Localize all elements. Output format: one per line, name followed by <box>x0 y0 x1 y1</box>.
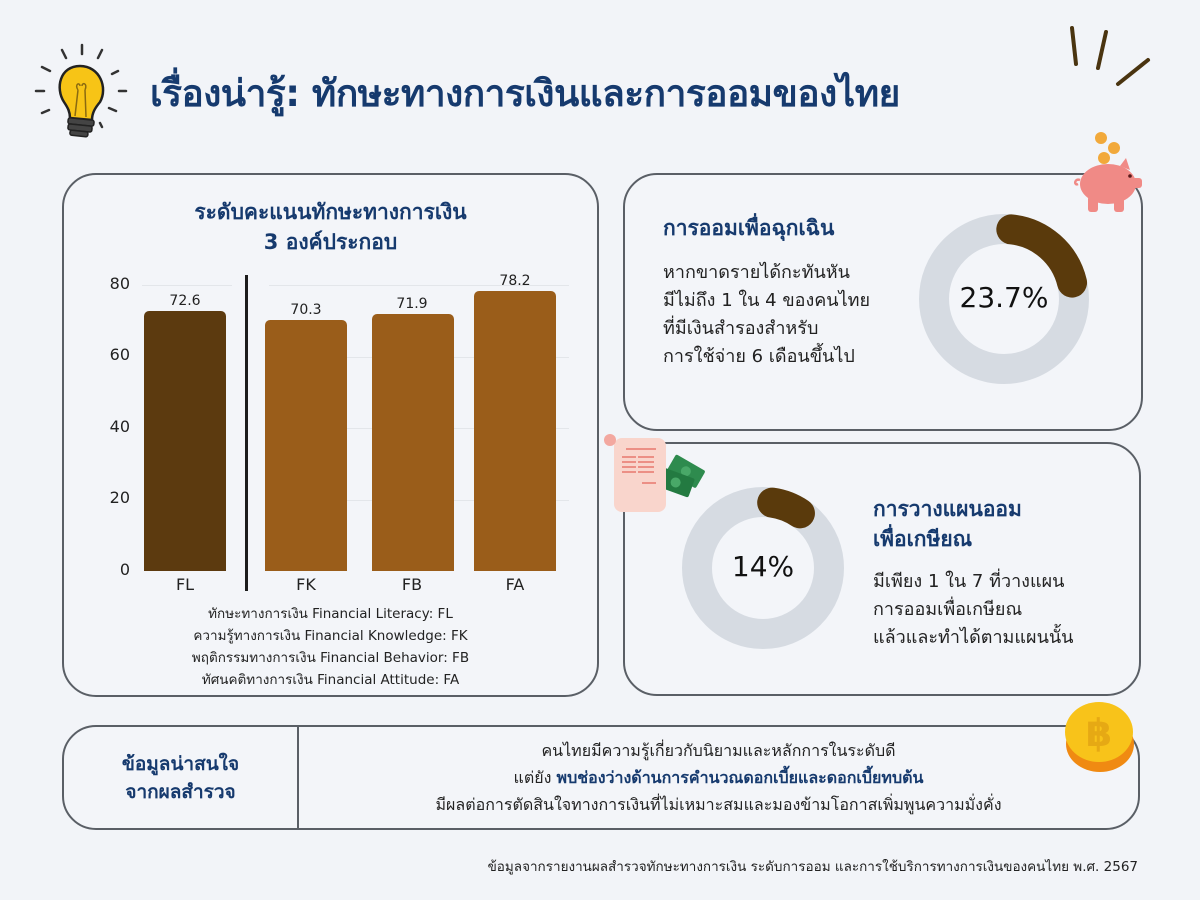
bar-fk <box>265 320 347 571</box>
page-title: เรื่องน่ารู้: ทักษะทางการเงินและการออมขอ… <box>150 72 900 115</box>
insight-text: คนไทยมีความรู้เกี่ยวกับนิยามและหลักการใน… <box>299 727 1138 828</box>
insight-label: ข้อมูลน่าสนใจ จากผลสำรวจ <box>64 727 299 828</box>
chart-title-line-1: ระดับคะแนนทักษะทางการเงิน <box>194 200 467 224</box>
retirement-body: มีเพียง 1 ใน 7 ที่วางแผน การออมเพื่อเกษี… <box>873 568 1073 652</box>
retirement-body-line: มีเพียง 1 ใน 7 ที่วางแผน <box>873 571 1065 592</box>
chart-title: ระดับคะแนนทักษะทางการเงิน 3 องค์ประกอบ <box>64 197 597 257</box>
retirement-percent: 14% <box>731 550 795 583</box>
insight-label-line: จากผลสำรวจ <box>125 780 236 803</box>
chart-separator <box>245 275 248 591</box>
emergency-donut <box>918 213 1090 385</box>
bar-fa <box>474 291 556 571</box>
retirement-body-line: การออมเพื่อเกษียณ <box>873 599 1023 620</box>
emergency-body-line: การใช้จ่าย 6 เดือนขึ้นไป <box>663 346 855 367</box>
retirement-savings-card: 14% การวางแผนออม เพื่อเกษียณ มีเพียง 1 ใ… <box>623 442 1141 696</box>
emergency-body-line: ที่มีเงินสำรองสำหรับ <box>663 318 819 339</box>
insight-line-2: แต่ยัง พบช่องว่างด้านการคำนวณดอกเบี้ยและ… <box>514 764 924 791</box>
emergency-title: การออมเพื่อฉุกเฉิน <box>663 216 835 240</box>
retirement-title: การวางแผนออม เพื่อเกษียณ <box>873 494 1022 554</box>
legend-item: ทัศนคติทางการเงิน Financial Attitude: FA <box>201 672 460 688</box>
receipt-money-icon <box>600 432 708 514</box>
financial-literacy-chart-card: ระดับคะแนนทักษะทางการเงิน 3 องค์ประกอบ 8… <box>62 173 599 697</box>
bar-category-fa: FA <box>505 575 525 594</box>
source-footnote: ข้อมูลจากรายงานผลสำรวจทักษะทางการเงิน ระ… <box>487 859 1138 875</box>
y-tick: 60 <box>109 345 130 364</box>
svg-text:฿: ฿ <box>1086 711 1112 755</box>
emergency-body-line: หากขาดรายได้กะทันหัน <box>663 262 850 283</box>
chart-title-line-2: 3 องค์ประกอบ <box>263 230 398 254</box>
retirement-title-line: เพื่อเกษียณ <box>873 527 973 551</box>
emergency-savings-card: การออมเพื่อฉุกเฉิน หากขาดรายได้กะทันหัน … <box>623 173 1143 431</box>
bar-category-fb: FB <box>401 575 423 594</box>
bar-value-fa: 78.2 <box>499 273 531 289</box>
insight-highlight: พบช่องว่างด้านการคำนวณดอกเบี้ยและดอกเบี้… <box>556 768 924 787</box>
baht-coin-icon: ฿ <box>1062 696 1138 776</box>
legend-item: ความรู้ทางการเงิน Financial Knowledge: F… <box>193 628 468 644</box>
emergency-percent: 23.7% <box>959 281 1049 314</box>
y-tick: 0 <box>119 560 130 579</box>
retirement-title-line: การวางแผนออม <box>873 497 1022 521</box>
y-tick: 20 <box>109 488 130 507</box>
emergency-body-line: มีไม่ถึง 1 ใน 4 ของคนไทย <box>663 290 871 311</box>
insight-line-3: มีผลต่อการตัดสินใจทางการเงินที่ไม่เหมาะส… <box>435 795 1002 814</box>
gridline <box>269 285 569 286</box>
y-tick: 80 <box>109 274 130 293</box>
insight-label-line: ข้อมูลน่าสนใจ <box>121 752 240 775</box>
gridline <box>142 285 232 286</box>
insight-line-1: คนไทยมีความรู้เกี่ยวกับนิยามและหลักการใน… <box>541 741 896 760</box>
emergency-body: หากขาดรายได้กะทันหัน มีไม่ถึง 1 ใน 4 ของ… <box>663 259 870 371</box>
lightbulb-icon <box>30 20 150 140</box>
chart-legend: ทักษะทางการเงิน Financial Literacy: FL ค… <box>64 603 597 691</box>
bar-category-fk: FK <box>296 575 316 594</box>
survey-insight-card: ข้อมูลน่าสนใจ จากผลสำรวจ คนไทยมีความรู้เ… <box>62 725 1140 830</box>
legend-item: ทักษะทางการเงิน Financial Literacy: FL <box>208 606 453 622</box>
piggy-bank-icon <box>1068 128 1148 218</box>
retirement-donut <box>681 486 845 650</box>
legend-item: พฤติกรรมทางการเงิน Financial Behavior: F… <box>191 650 470 666</box>
y-tick: 40 <box>109 417 130 436</box>
bar-value-fl: 72.6 <box>169 293 201 309</box>
retirement-body-line: แล้วและทำได้ตามแผนนั้น <box>873 627 1074 648</box>
bar-fb <box>372 314 454 571</box>
sparkle-lines-icon <box>1060 20 1160 100</box>
bar-category-fl: FL <box>175 575 195 594</box>
bar-value-fk: 70.3 <box>290 302 322 318</box>
insight-line-2-prefix: แต่ยัง <box>513 768 557 787</box>
bar-value-fb: 71.9 <box>396 296 428 312</box>
bar-fl <box>144 311 226 571</box>
